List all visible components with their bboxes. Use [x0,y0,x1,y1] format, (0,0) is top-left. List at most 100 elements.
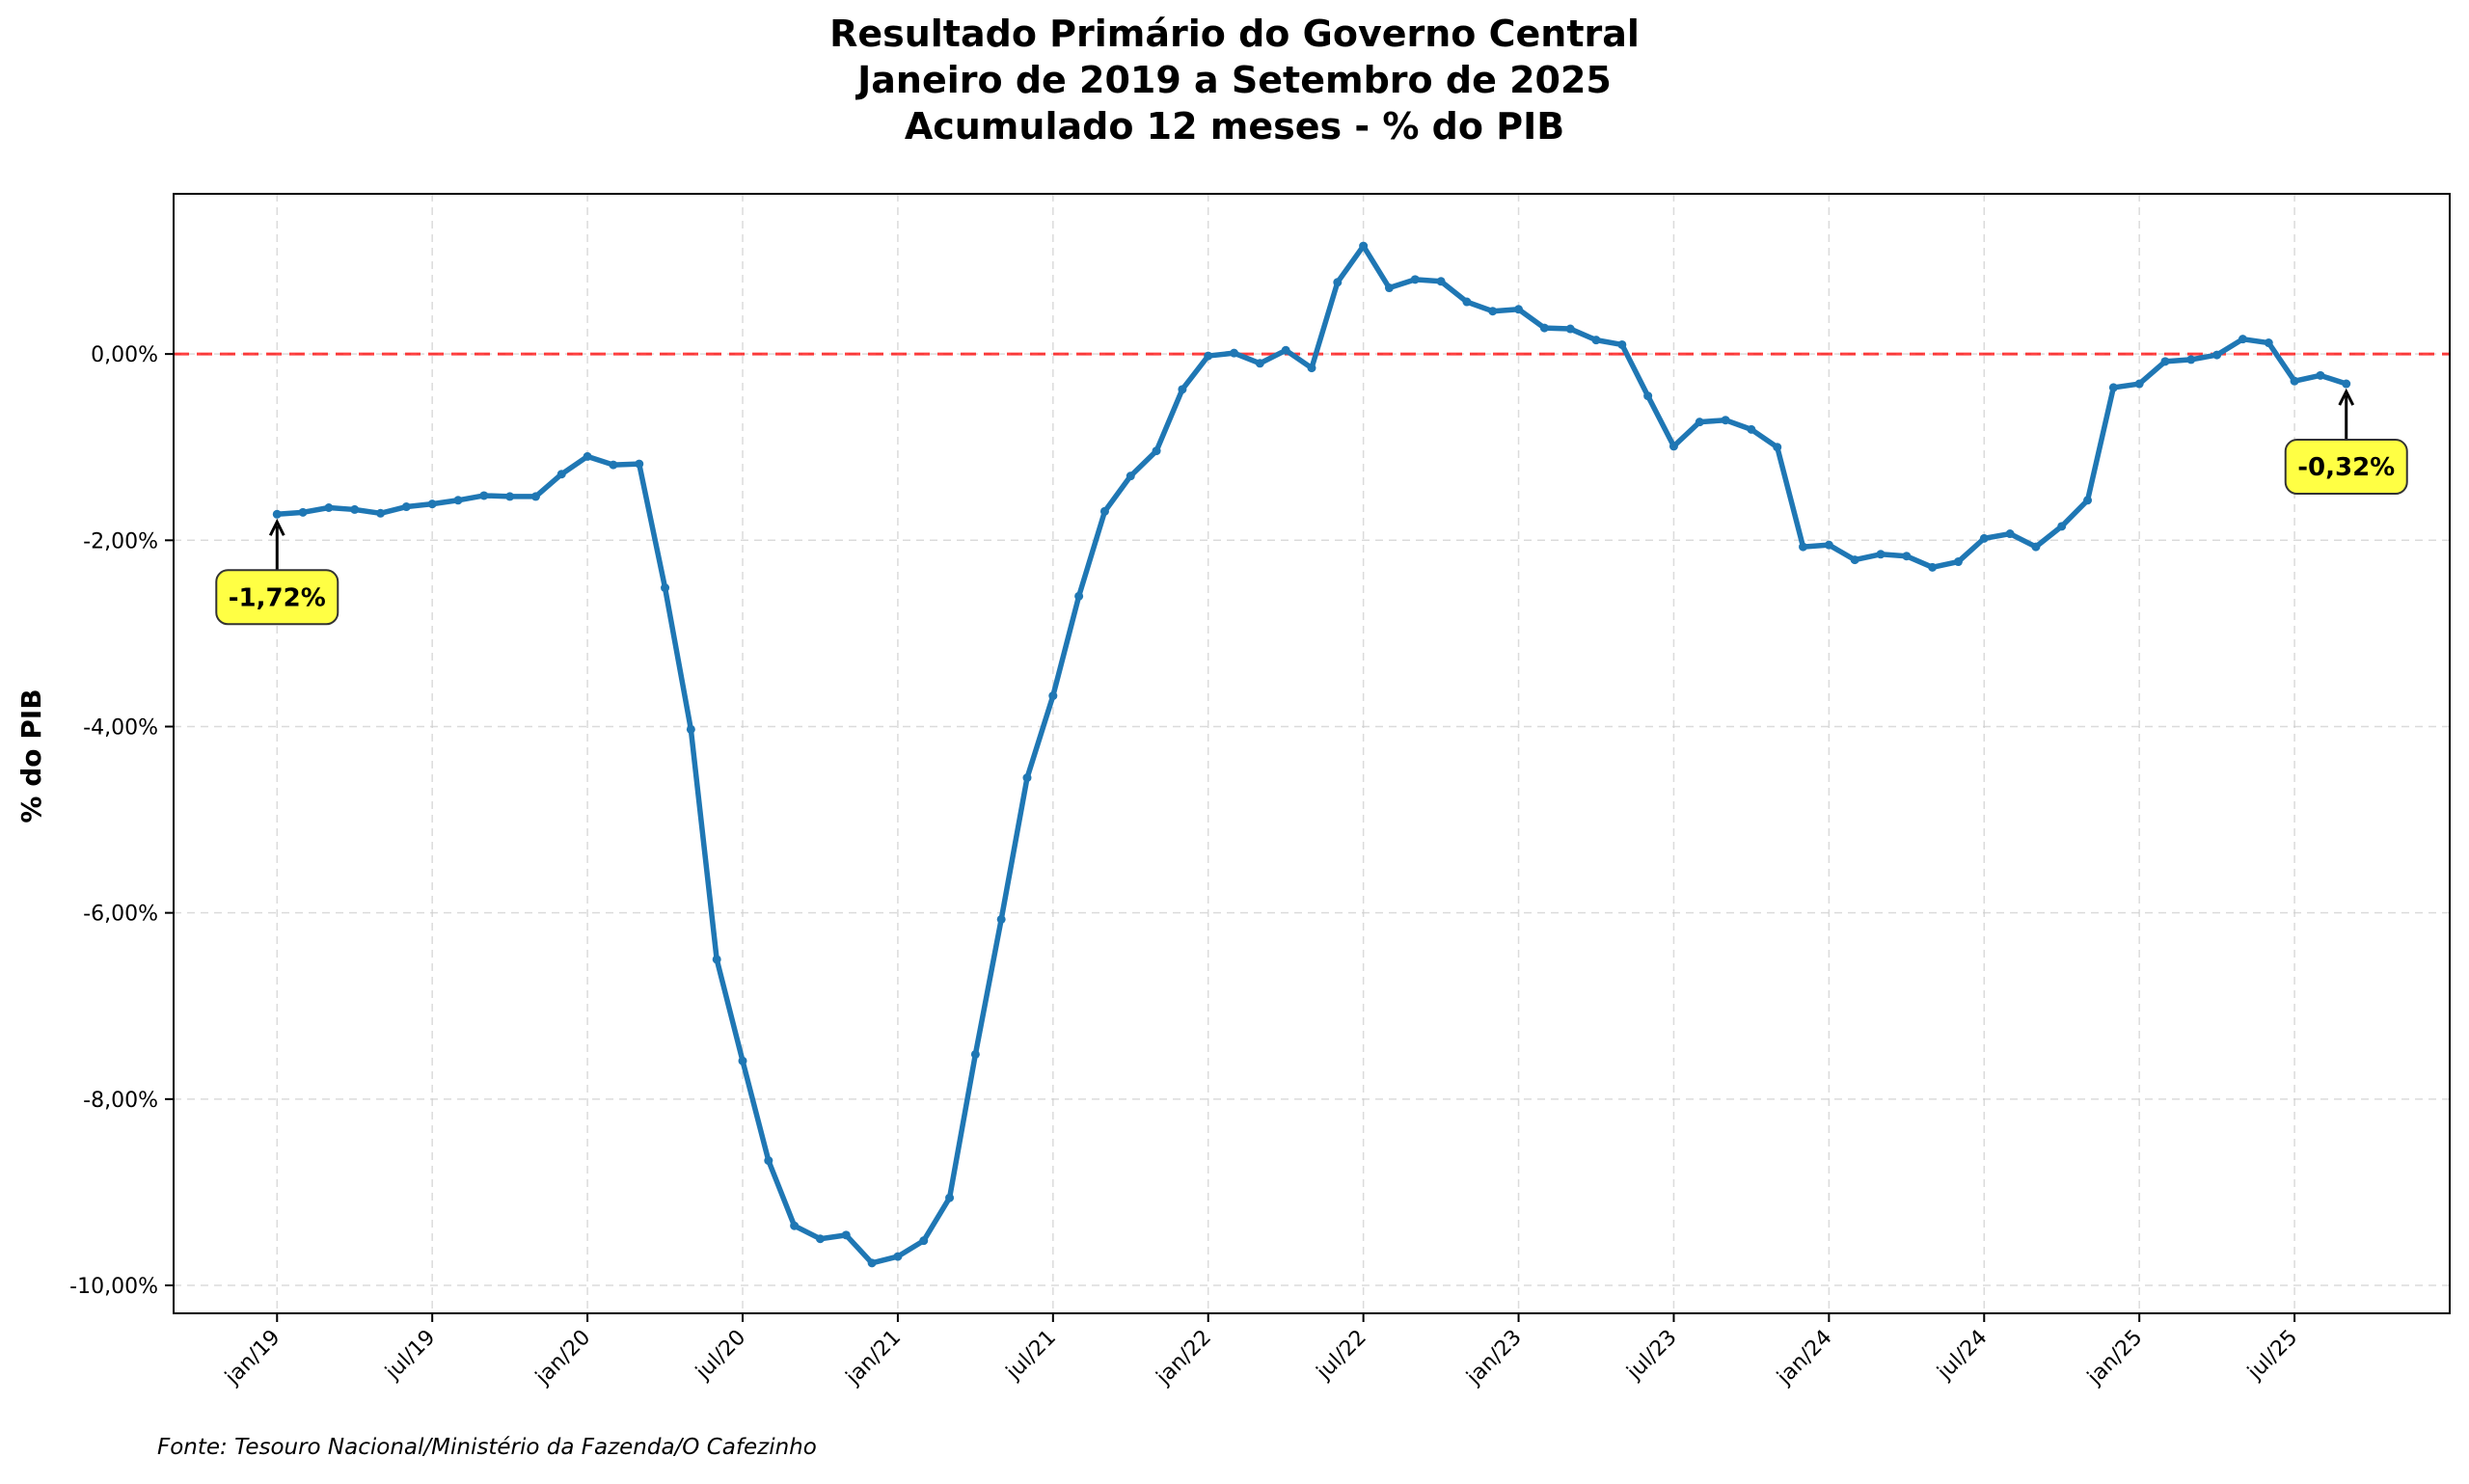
x-tick-label: jul/21 [1001,1326,1061,1386]
data-point [1928,562,1938,572]
y-tick-label: -10,00% [69,1275,158,1299]
data-point [401,502,411,512]
data-point [376,508,386,518]
y-axis: 0,00% -2,00% -4,00% -6,00% -8,00% -10,00% [69,343,174,1299]
data-point [1230,348,1239,358]
data-point [1333,278,1343,287]
data-point [350,504,360,514]
data-point [479,491,489,500]
data-point [1204,351,1213,361]
data-point [1462,297,1472,307]
data-point [1539,323,1549,333]
data-point [1824,540,1833,550]
data-point [1721,416,1730,425]
x-tick-label: jul/19 [380,1326,440,1386]
data-point [1669,442,1678,451]
data-point [2212,350,2222,360]
data-point [1876,550,1886,559]
x-tick-label: jan/23 [1462,1326,1527,1390]
y-tick-label: -8,00% [83,1089,158,1113]
annotation-arrowhead [2338,388,2355,406]
data-point [815,1234,825,1244]
x-tick-label: jan/22 [1152,1326,1216,1390]
data-point [945,1193,955,1202]
data-point [1799,542,1808,552]
data-point [2290,376,2299,386]
data-point [1953,557,1963,567]
data-point [1436,277,1446,286]
data-point [790,1221,800,1230]
grid-lines [174,194,2450,1313]
annotation-arrowhead [268,518,285,536]
annotation-label: -0,32% [2297,453,2395,482]
data-point [2108,383,2118,392]
data-point [324,503,334,513]
y-tick-label: 0,00% [91,343,158,367]
data-point [1565,324,1575,334]
x-tick-label: jan/24 [1772,1326,1836,1390]
data-point [1902,552,1912,561]
chart-title-line-1: Resultado Primário do Governo Central [829,13,1640,55]
x-tick-label: jul/23 [1622,1326,1682,1386]
data-point [1747,424,1756,434]
data-point [2316,370,2325,380]
data-point [1152,446,1161,456]
data-point [1359,241,1369,251]
x-tick-label: jan/21 [841,1326,906,1390]
data-point [298,507,308,517]
data-point [635,459,644,469]
y-tick-label: -6,00% [83,903,158,927]
data-point [1979,533,1989,543]
data-point [2005,529,2015,539]
data-point [686,724,695,734]
data-point [1410,275,1420,284]
x-tick-label: jul/25 [2242,1326,2302,1386]
data-point [1617,339,1627,349]
chart-title: Resultado Primário do Governo Central Ja… [829,13,1640,148]
data-point [609,460,618,470]
data-point [2134,379,2144,389]
data-point [1022,773,1032,783]
source-note: Fonte: Tesouro Nacional/Ministério da Fa… [157,1435,817,1460]
chart-title-line-2: Janeiro de 2019 a Setembro de 2025 [855,59,1612,101]
data-point [919,1236,929,1246]
data-point [1773,443,1782,452]
data-point [1488,307,1498,316]
data-point [1074,591,1084,601]
data-point [453,496,463,505]
data-point [970,1049,980,1059]
chart-title-line-3: Acumulado 12 meses - % do PIB [905,105,1564,148]
data-point [272,509,282,519]
data-point [2264,338,2273,348]
annotation: -0,32% [2284,388,2408,496]
x-tick-label: jul/24 [1933,1326,1993,1386]
annotation-box [215,569,339,626]
data-point [1048,691,1058,701]
data-point [1126,472,1135,481]
data-point [1591,336,1601,345]
data-point [427,499,437,509]
data-point [1178,385,1187,394]
plot-area-frame [173,193,2451,1314]
x-tick-label: jul/22 [1312,1326,1371,1386]
data-point [2057,522,2067,531]
annotation: -1,72% [215,518,339,626]
data-point [1514,305,1524,314]
data-point [661,583,670,593]
x-tick-label: jan/25 [2082,1326,2147,1390]
data-point [893,1252,903,1261]
data-point [738,1056,747,1066]
y-axis-label: % do PIB [15,688,47,823]
data-point [505,492,515,501]
x-tick-label: jul/20 [691,1326,750,1386]
data-point [2031,542,2041,552]
data-point [2186,355,2196,364]
series-group [272,241,2351,1268]
data-point [1099,506,1109,516]
data-point [583,451,592,461]
data-point [556,470,566,479]
data-point [2238,335,2247,344]
annotations: -1,72% -0,32% [215,388,2408,626]
x-axis: jan/19 jul/19 jan/20 jul/20 jan/21 jul/21 jan/… [220,1313,2302,1390]
